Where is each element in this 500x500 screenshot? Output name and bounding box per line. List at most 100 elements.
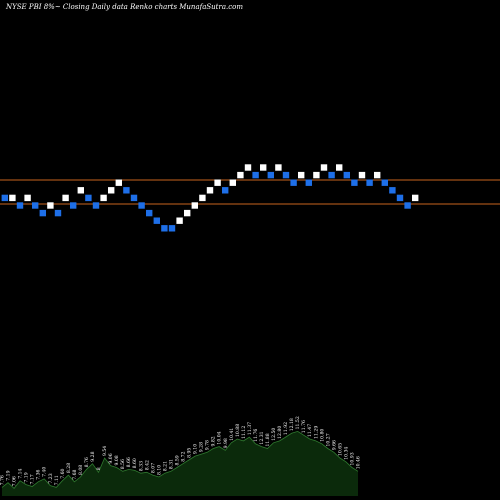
renko-brick-up	[358, 171, 366, 179]
renko-brick-up	[184, 209, 191, 217]
renko-brick-down	[92, 202, 100, 209]
renko-brick-down	[389, 187, 396, 194]
volume-label: 8.21	[162, 461, 168, 471]
renko-brick-up	[229, 179, 236, 186]
renko-brick-down	[130, 194, 138, 202]
renko-brick-down	[343, 171, 350, 179]
volume-label: 12.80	[277, 426, 283, 439]
renko-brick-down	[138, 202, 145, 209]
volume-label: 7.17	[30, 474, 36, 484]
renko-brick-up	[374, 171, 381, 179]
renko-brick-up	[9, 194, 16, 202]
renko-brick-up	[313, 171, 320, 179]
volume-label: 9.10	[193, 444, 199, 454]
volume-label: 10.80	[319, 429, 325, 442]
reference-lines	[0, 179, 500, 205]
renko-brick-down	[404, 202, 411, 209]
renko-brick-up	[199, 194, 206, 202]
volume-label: 12.31	[259, 431, 265, 444]
renko-brick-up	[320, 164, 328, 171]
renko-brick-up	[62, 194, 69, 202]
renko-brick-down	[290, 179, 297, 186]
volume-label: 10.04	[217, 431, 223, 444]
volume-label: 7.60	[60, 468, 66, 478]
volume-label: 7.68	[72, 469, 78, 479]
volume-label: 10.88	[235, 424, 241, 437]
renko-brick-down	[328, 171, 335, 179]
volume-label: 8.76	[84, 457, 90, 467]
volume-label: 10.34	[343, 447, 349, 460]
renko-brick-down	[85, 194, 92, 202]
volume-label: 10.46	[356, 456, 362, 469]
volume-label: 8.60	[132, 458, 138, 468]
renko-brick-down	[54, 209, 62, 217]
volume-label: 7.40	[42, 467, 48, 477]
volume-label: 9.54	[102, 446, 108, 456]
volume-label: 10.41	[229, 428, 235, 441]
renko-brick-down	[39, 209, 46, 217]
renko-brick-up	[108, 187, 115, 194]
volume-label: 8.31	[168, 459, 174, 469]
volume-label: 11.88	[265, 433, 271, 446]
renko-brick-down	[252, 171, 259, 179]
volume-label: 11.37	[247, 422, 253, 435]
renko-brick-down	[396, 194, 404, 202]
volume-label: 8.33	[138, 461, 144, 471]
volume-label: 11.47	[307, 424, 313, 437]
renko-brick-up	[176, 217, 183, 224]
renko-brick-down	[32, 202, 39, 209]
renko-brick-up	[191, 202, 198, 209]
volume-label: 11.76	[301, 420, 307, 433]
volume-label: 7.14	[18, 468, 24, 478]
volume-label: 11.76	[253, 429, 259, 442]
volume-label: 8.07	[150, 463, 156, 473]
renko-brick-up	[206, 187, 214, 194]
volume-label: 12.50	[271, 428, 277, 441]
volume-label: 7.36	[36, 469, 42, 479]
volume-label: 12.18	[289, 418, 295, 431]
renko-brick-down	[123, 187, 130, 194]
renko-brick-down	[351, 179, 358, 186]
volume-label: 8.95	[187, 448, 193, 458]
volume-label: 8	[96, 467, 102, 470]
renko-brick-down	[282, 171, 290, 179]
volume-label: 8.66	[126, 457, 132, 467]
renko-brick-up	[412, 194, 419, 202]
volume-label: 9.06	[108, 453, 114, 463]
volume-label: 9.98	[223, 438, 229, 448]
volume-label: 9.82	[211, 436, 217, 446]
volume-label: 8.10	[156, 465, 162, 475]
volume-label: 9.08	[114, 455, 120, 465]
volume-label: 8.72	[181, 451, 187, 461]
renko-brick-down	[222, 187, 229, 194]
volume-outline	[1, 430, 359, 489]
renko-brick-up	[244, 164, 252, 171]
volume-label: 7.76	[0, 475, 6, 485]
volume-label: 7.19	[24, 472, 30, 482]
renko-brick-down	[267, 171, 274, 179]
renko-brick-down	[146, 209, 153, 217]
renko-brick-up	[260, 164, 267, 171]
renko-brick-down	[168, 225, 176, 232]
renko-brick-down	[70, 202, 77, 209]
renko-brick-up	[275, 164, 282, 171]
renko-brick-up	[77, 187, 84, 194]
renko-brick-up	[298, 171, 305, 179]
renko-brick-up	[24, 194, 31, 202]
volume-label: 8.59	[175, 455, 181, 465]
renko-brick-down	[366, 179, 373, 186]
volume-label: 10.27	[325, 433, 331, 446]
volume-label: 7.11	[54, 475, 60, 485]
renko-brick-up	[336, 164, 343, 171]
volume-label: 11.92	[283, 422, 289, 435]
volume-label: 8.56	[120, 459, 126, 469]
volume-label: 8.08	[78, 465, 84, 475]
renko-brick-up	[115, 179, 122, 186]
renko-brick-down	[381, 179, 388, 186]
volume-label: 11.29	[313, 426, 319, 439]
volume-panel	[1, 430, 359, 496]
volume-label: 7.06	[12, 476, 18, 486]
volume-label: 11.12	[241, 426, 247, 439]
